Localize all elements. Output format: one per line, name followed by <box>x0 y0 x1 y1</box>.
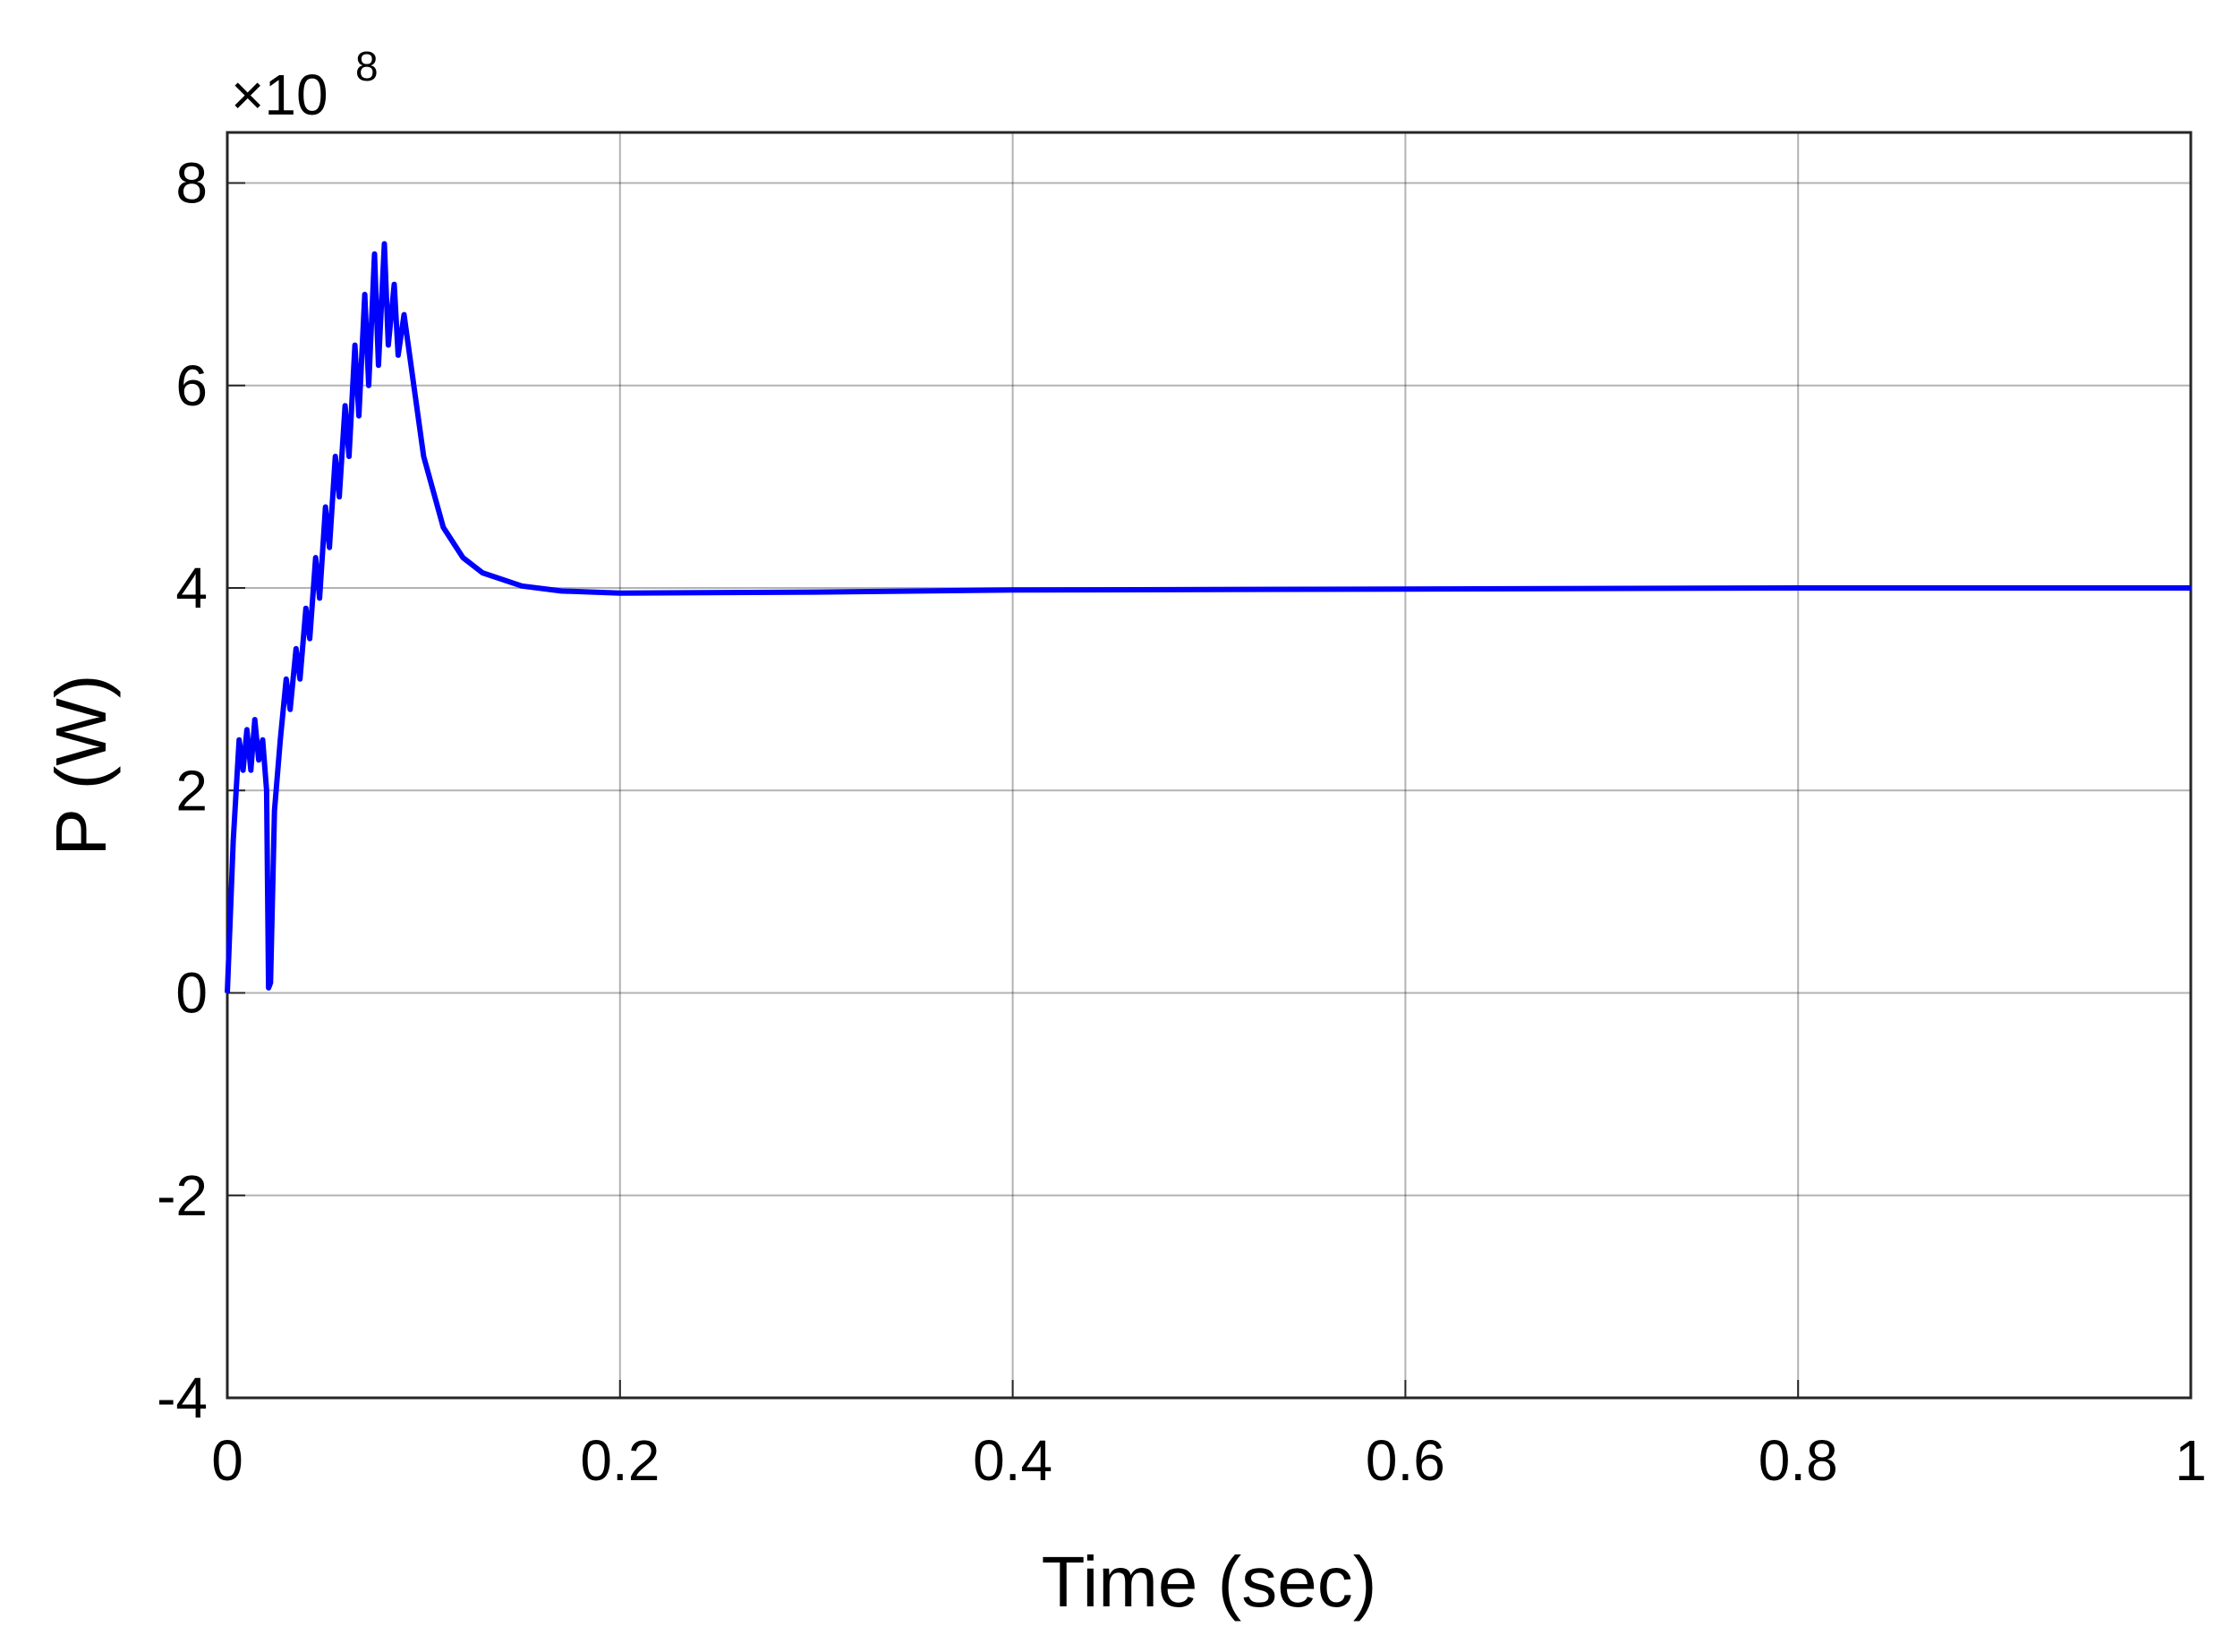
y-scale-exponent: 8 <box>355 43 379 89</box>
plot-frame <box>226 131 2193 1400</box>
x-tick-label: 0.8 <box>1759 1428 1838 1493</box>
x-tick-label: 0.2 <box>580 1428 660 1493</box>
y-axis-label: P (W) <box>41 675 121 856</box>
x-axis-label: Time (sec) <box>1042 1542 1377 1622</box>
x-tick-label: 0.4 <box>973 1428 1052 1493</box>
y-tick-label: -4 <box>157 1366 208 1430</box>
x-tick-label: 0 <box>211 1428 243 1493</box>
y-tick-label: 6 <box>175 353 208 418</box>
y-tick-label: 4 <box>175 556 208 620</box>
x-tick-label: 0.6 <box>1366 1428 1445 1493</box>
y-tick-label: -2 <box>157 1163 208 1228</box>
data-line <box>225 241 2191 993</box>
x-tick-label: 1 <box>2175 1428 2207 1493</box>
y-scale-base: ×10 <box>231 63 328 127</box>
y-tick-label: 8 <box>175 151 208 216</box>
y-tick-label: 0 <box>175 961 208 1026</box>
y-tick-label: 2 <box>175 758 208 822</box>
